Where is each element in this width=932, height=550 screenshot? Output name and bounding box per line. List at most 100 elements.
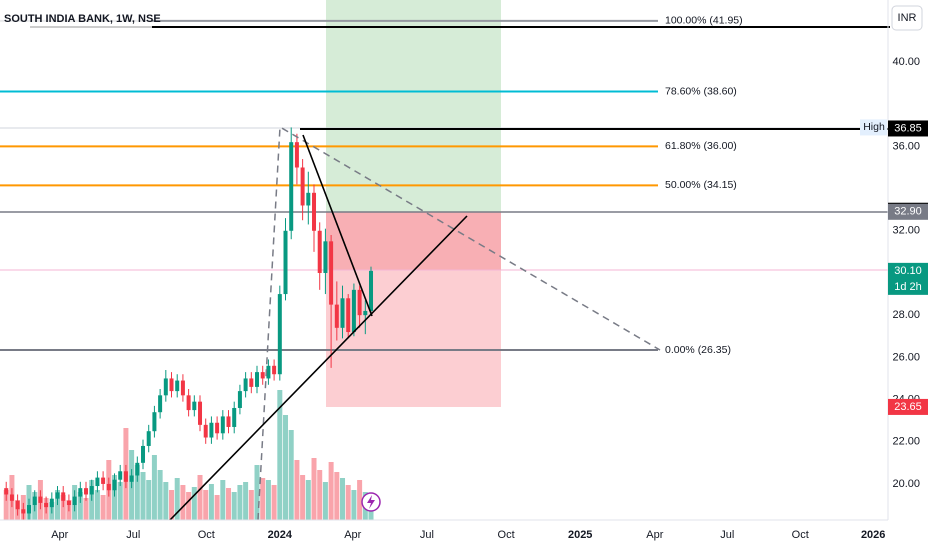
volume-bar [351, 490, 357, 520]
volume-bar [214, 495, 220, 520]
volume-bar [180, 485, 186, 520]
candle-body [146, 431, 151, 446]
volume-bar [340, 478, 346, 520]
volume-bar [220, 480, 226, 520]
candle-body [49, 498, 54, 508]
volume-bar [277, 390, 283, 520]
candle-body [21, 509, 26, 514]
candle-body [306, 192, 311, 206]
volume-bar [260, 478, 266, 520]
candle-body [129, 475, 134, 482]
candle-body [112, 479, 117, 491]
volume-bar [345, 485, 351, 520]
y-tick-label: 32.00 [892, 225, 920, 237]
volume-bar [83, 498, 89, 520]
x-tick-label: Jul [126, 529, 140, 541]
candle-body [289, 142, 294, 231]
volume-bar [169, 490, 175, 520]
volume-bar [100, 495, 106, 520]
volume-bar [157, 470, 163, 520]
candle-body [61, 492, 66, 501]
fib-label: 100.00% (41.95) [665, 15, 743, 27]
volume-bar [112, 475, 118, 520]
candle-body [72, 496, 77, 506]
currency-button[interactable] [891, 5, 923, 31]
candle-body [15, 500, 20, 510]
candle-body [32, 496, 37, 506]
volume-bar [146, 480, 152, 520]
candle-body [329, 241, 334, 305]
candle-body [123, 471, 128, 482]
candle-body [255, 372, 260, 387]
volume-bar [357, 480, 363, 520]
price-tag-countdown: 1d 2h [894, 281, 922, 293]
candle-body [232, 407, 237, 427]
fib-label: 0.00% (26.35) [665, 344, 731, 356]
target-zone [326, 0, 501, 212]
candle-body [180, 380, 185, 396]
candle-body [38, 496, 43, 503]
candle-body [175, 380, 180, 392]
candle-body [363, 310, 368, 316]
candle-body [186, 395, 191, 411]
candle-body [55, 492, 60, 499]
x-tick-label: Oct [792, 529, 809, 541]
y-tick-label: 36.00 [892, 140, 920, 152]
volume-bar [237, 485, 243, 520]
volume-bar [191, 487, 197, 520]
volume-bar [300, 475, 306, 520]
candle-body [9, 494, 14, 501]
candle-body [203, 424, 208, 438]
volume-bar [208, 484, 214, 520]
volume-bar [231, 492, 237, 520]
candle-body [198, 401, 203, 425]
candle-body [226, 416, 231, 427]
candle-body [266, 365, 271, 379]
candle-body [101, 477, 106, 484]
volume-bar [94, 490, 100, 520]
high-tag-bg [860, 119, 887, 136]
candle-body [357, 289, 362, 316]
candle-body [158, 395, 163, 413]
candle-body [334, 304, 339, 328]
candle-body [89, 486, 94, 495]
candle-body [369, 270, 374, 311]
y-tick-label: 22.00 [892, 436, 920, 448]
candle-body [277, 294, 282, 375]
x-tick-label: 2024 [268, 529, 293, 541]
price-tag-label: 36.85 [894, 122, 922, 134]
price-tag [888, 120, 928, 137]
volume-bar [186, 492, 192, 520]
candle-body [27, 505, 32, 514]
volume-bar [334, 472, 340, 520]
volume-bar [311, 458, 317, 520]
y-tick-label: 26.00 [892, 351, 920, 363]
x-tick-label: Apr [646, 529, 663, 541]
candle-body [4, 488, 9, 495]
volume-bar [197, 475, 203, 520]
price-tag [888, 398, 928, 415]
candle-body [340, 298, 345, 328]
x-tick-label: 2026 [861, 529, 885, 541]
volume-bar [163, 482, 169, 520]
candle-body [237, 391, 242, 408]
price-tag [888, 203, 928, 220]
candle-body [317, 230, 322, 273]
x-tick-label: 2025 [568, 529, 592, 541]
candle-body [66, 500, 71, 506]
level-layer: 100.00% (41.95) 78.60% (38.60) 61.80% (36.… [0, 15, 743, 356]
candle-body [84, 488, 89, 495]
fib-trend-line [257, 125, 661, 521]
volume-bar [288, 430, 294, 520]
volume-bar [283, 415, 289, 520]
candle-body [106, 483, 111, 491]
candle-body [300, 167, 305, 206]
candle-body [135, 462, 140, 476]
y-tick-label: 28.00 [892, 309, 920, 321]
price-tag-label: 32.90 [894, 206, 922, 218]
volume-bar [203, 490, 209, 520]
volume-bar [294, 460, 300, 520]
candle-body [283, 230, 288, 295]
price-tag-label: 30.10 [894, 265, 922, 277]
volume-bar [305, 480, 311, 520]
